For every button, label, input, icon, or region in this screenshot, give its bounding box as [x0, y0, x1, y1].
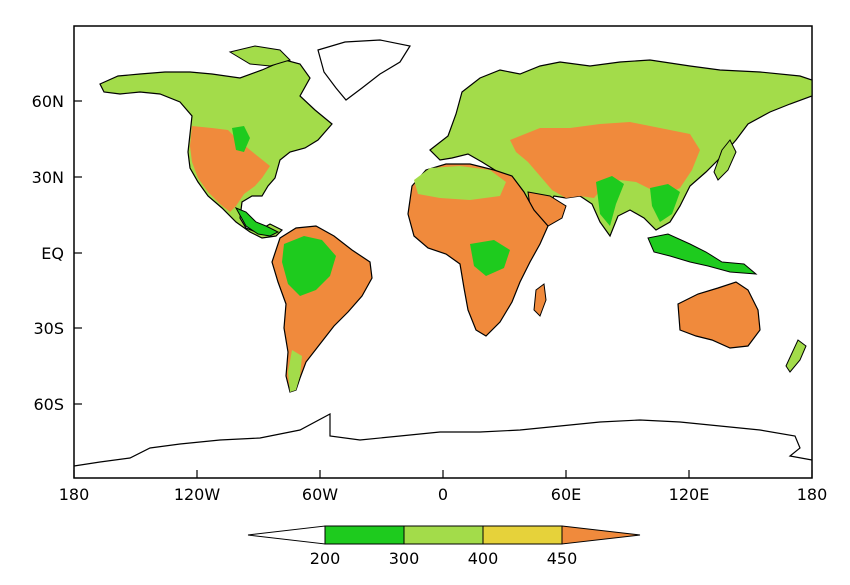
lat-label-30s: 30S [33, 319, 64, 338]
africa-wet [470, 240, 510, 276]
north-america-wet [232, 126, 250, 152]
australia [677, 281, 761, 349]
lat-label-30n: 30N [32, 168, 64, 187]
colorbar-bin-0 [247, 525, 326, 545]
southeast-asia [647, 233, 758, 275]
colorbar-bin-3 [482, 525, 563, 545]
japan [713, 139, 737, 181]
colorbar-label-450: 450 [547, 549, 578, 568]
south-america-south [288, 350, 302, 392]
lon-label-120e: 120E [669, 485, 710, 504]
new-zealand [785, 339, 807, 373]
south-america-wet [282, 236, 336, 296]
colorbar-label-200: 200 [310, 549, 341, 568]
colorbar-label-300: 300 [389, 549, 420, 568]
lon-label-180e: 180 [797, 485, 828, 504]
east-asia-wet [650, 184, 680, 222]
arctic-islands [228, 45, 291, 67]
antarctica [73, 413, 813, 467]
greenland [317, 39, 411, 101]
colorbar: 200 300 400 450 [247, 525, 641, 568]
colorbar-bin-2 [403, 525, 484, 545]
africa-mid [414, 166, 506, 200]
lon-label-180w: 180 [59, 485, 90, 504]
lat-label-60n: 60N [32, 92, 64, 111]
lon-label-60w: 60W [302, 485, 338, 504]
lon-axis: 180 120W 60W 0 60E 120E 180 [59, 470, 828, 504]
lat-axis: 60N 30N EQ 30S 60S [32, 92, 82, 414]
colorbar-label-400: 400 [468, 549, 499, 568]
north-america-dry [190, 126, 270, 212]
lon-label-120w: 120W [174, 485, 221, 504]
lat-label-eq: EQ [41, 244, 64, 263]
colorbar-bin-4 [561, 525, 641, 545]
continents [73, 39, 813, 467]
eurasia-dry [510, 122, 700, 198]
lat-label-60s: 60S [33, 395, 64, 414]
lon-label-60e: 60E [551, 485, 581, 504]
central-america [234, 207, 280, 237]
colorbar-bin-1 [324, 525, 405, 545]
lon-label-0: 0 [438, 485, 448, 504]
madagascar [533, 283, 547, 317]
eurasia-wet [596, 176, 624, 226]
